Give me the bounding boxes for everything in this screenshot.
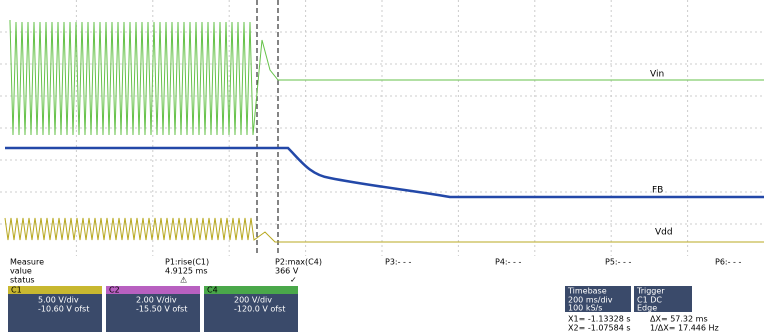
channel-line: -10.60 V ofst	[38, 305, 89, 314]
param-status: ⚠	[180, 276, 187, 285]
trigger-title: Trigger	[636, 287, 665, 296]
trigger-line: Edge	[637, 304, 657, 313]
timebase-line: 100 kS/s	[568, 304, 602, 313]
cursor-readout: ΔX= 57.32 ms	[650, 315, 708, 324]
cursor-readout: 1/ΔX= 17.446 Hz	[650, 324, 719, 333]
param-name: P6:- - -	[715, 258, 741, 267]
trace-label: Vdd	[655, 228, 673, 238]
channel-header	[8, 286, 102, 294]
channel-header	[106, 286, 200, 294]
cursor-readout: X1= -1.13328 s	[568, 315, 631, 324]
scope-display: Vin FB Vdd Measure value status P1:rise(…	[0, 0, 764, 334]
row-label: value	[10, 267, 32, 276]
channel-line: 200 V/div	[234, 296, 272, 305]
channel-line: 5.00 V/div	[38, 296, 79, 305]
param-value: 366 V	[275, 267, 299, 276]
cursor-readout: X2= -1.07584 s	[568, 324, 631, 333]
channel-line: 2.00 V/div	[136, 296, 177, 305]
param-name: P3:- - -	[385, 258, 411, 267]
param-name: P4:- - -	[495, 258, 521, 267]
param-status: ✓	[290, 276, 297, 285]
trace-label: Vin	[650, 70, 664, 80]
trace-label: FB	[652, 186, 663, 196]
param-name: P1:rise(C1)	[165, 258, 209, 267]
row-label: Measure	[10, 258, 44, 267]
param-name: P5:- - -	[605, 258, 631, 267]
measure-params: P1:rise(C1)4.9125 ms⚠ P2:max(C4)366 V✓ P3:…	[165, 258, 741, 285]
param-value: 4.9125 ms	[165, 267, 208, 276]
scope-screen: Vin FB Vdd Measure value status P1:rise(…	[0, 0, 764, 334]
channel-name: C2	[109, 286, 120, 295]
param-name: P2:max(C4)	[275, 258, 322, 267]
channel-header	[204, 286, 298, 294]
channel-name: C1	[11, 286, 22, 295]
channel-line: -120.0 V ofst	[234, 305, 285, 314]
row-label: status	[10, 276, 35, 285]
channel-line: -15.50 V ofst	[136, 305, 187, 314]
timebase-title: Timebase	[567, 287, 607, 296]
channel-boxes: C1 5.00 V/div-10.60 V ofst C2 2.00 V/div-15…	[8, 286, 298, 333]
channel-name: C4	[207, 286, 218, 295]
